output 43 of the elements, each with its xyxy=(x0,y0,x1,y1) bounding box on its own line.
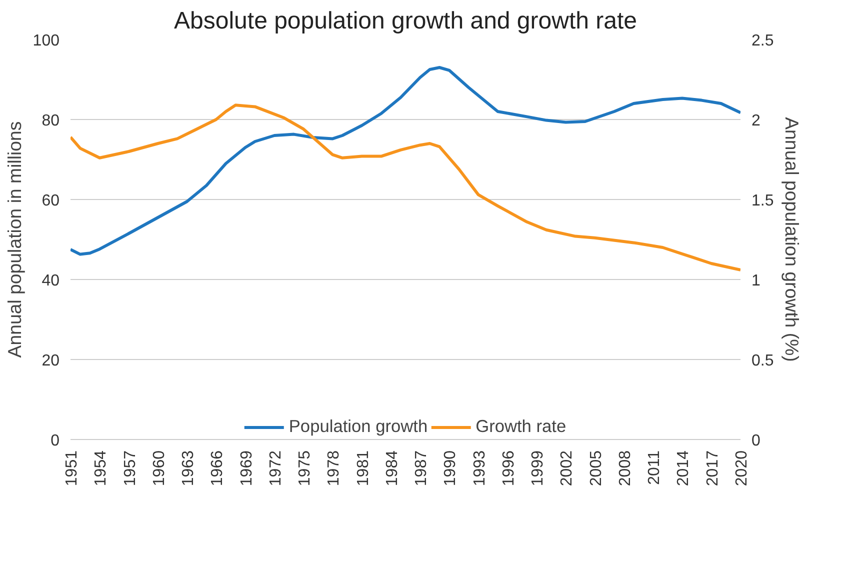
y-tick-label: 100 xyxy=(32,32,60,50)
x-tick-label: 1990 xyxy=(442,450,460,486)
x-tick-label: 2005 xyxy=(588,450,605,486)
x-tick-label: 2017 xyxy=(704,450,722,486)
line-series xyxy=(70,104,740,272)
chart-title: Absolute population growth and growth rate xyxy=(174,8,637,34)
x-tick-label: 1957 xyxy=(122,450,139,486)
y-tick-label: 20 xyxy=(42,352,60,370)
y2-tick-label: 0 xyxy=(752,432,760,450)
x-tick-label: 1972 xyxy=(267,450,284,486)
legend-label: Population growth xyxy=(288,416,428,437)
line-series xyxy=(70,66,740,256)
y-tick-label: 0 xyxy=(50,432,60,450)
x-tick-label: 1954 xyxy=(92,450,110,486)
x-tick-label: 2014 xyxy=(675,450,692,486)
x-tick-label: 1984 xyxy=(384,450,401,486)
x-tick-label: 1993 xyxy=(471,450,488,486)
x-tick-label: 1963 xyxy=(180,450,198,486)
x-tick-label: 2011 xyxy=(646,450,664,485)
y-tick-label: 80 xyxy=(42,112,60,130)
x-tick-label: 1969 xyxy=(238,450,256,486)
x-tick-label: 1951 xyxy=(64,450,80,486)
legend-label: Growth rate xyxy=(476,416,566,437)
y2-tick-label: 0.5 xyxy=(752,352,774,370)
y-tick-label: 60 xyxy=(42,192,60,210)
y2-tick-label: 1 xyxy=(752,272,760,290)
x-tick-label: 2020 xyxy=(734,450,750,486)
x-tick-label: 1987 xyxy=(413,450,430,486)
x-tick-label: 1978 xyxy=(326,450,343,486)
x-tick-label: 2002 xyxy=(558,450,576,486)
y2-tick-label: 2.5 xyxy=(752,32,774,50)
x-tick-label: 2008 xyxy=(616,450,634,486)
x-tick-label: 1996 xyxy=(500,450,518,486)
y2-tick-label: 1.5 xyxy=(752,192,774,210)
x-tick-label: 1999 xyxy=(530,450,547,486)
x-tick-label: 1966 xyxy=(209,450,226,486)
y-tick-label: 40 xyxy=(42,272,60,290)
x-tick-label: 1960 xyxy=(150,450,168,486)
x-tick-label: 1975 xyxy=(296,450,314,486)
y2-tick-label: 2 xyxy=(752,112,760,130)
y-axis-title: Annual population in millions xyxy=(4,121,25,358)
y2-axis-title: Annual population growth (%) xyxy=(782,117,803,362)
x-tick-label: 1981 xyxy=(354,450,372,486)
